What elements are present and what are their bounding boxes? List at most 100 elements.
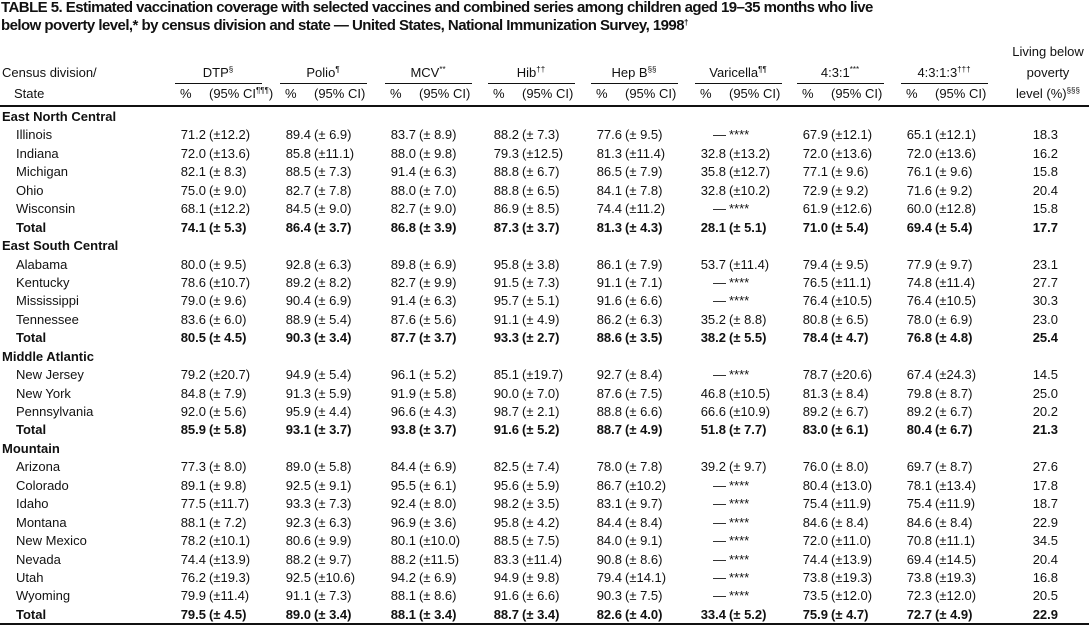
percent-cell: 69.7 bbox=[906, 459, 932, 475]
total-label: Total bbox=[16, 330, 47, 346]
ci-cell: (± 7.3) bbox=[522, 127, 560, 143]
percent-cell: 90.8 bbox=[596, 551, 622, 567]
ci-cell: **** bbox=[729, 533, 750, 549]
percent-cell: 79.2 bbox=[180, 367, 206, 383]
percent-cell: 92.0 bbox=[180, 404, 206, 420]
percent-cell: 91.1 bbox=[596, 274, 622, 290]
percent-cell: 66.6 bbox=[700, 404, 726, 420]
percent-cell: 91.9 bbox=[390, 385, 416, 401]
ci-cell: (± 9.7) bbox=[935, 256, 973, 272]
percent-cell: 67.4 bbox=[906, 367, 932, 383]
percent-cell: 80.6 bbox=[285, 533, 311, 549]
percent-cell: 83.3 bbox=[493, 551, 519, 567]
poverty-cell: 18.3 bbox=[1032, 127, 1058, 143]
ci-cell: (± 4.5) bbox=[209, 606, 247, 622]
percent-cell: 76.1 bbox=[906, 164, 932, 180]
percent-cell: 86.7 bbox=[596, 477, 622, 493]
ci-cell: **** bbox=[729, 367, 750, 383]
percent-cell: — bbox=[713, 496, 726, 512]
percent-cell: 89.8 bbox=[390, 256, 416, 272]
ci-cell: (± 4.9) bbox=[522, 311, 560, 327]
poverty-cell: 20.4 bbox=[1032, 182, 1058, 198]
ci-cell: **** bbox=[729, 570, 750, 585]
ci-cell: (±11.4) bbox=[625, 145, 666, 161]
group-underline bbox=[488, 83, 575, 84]
ci-label: (95% CI bbox=[209, 86, 256, 101]
ci-cell: (± 9.0) bbox=[314, 201, 352, 217]
ci-cell: (± 9.7) bbox=[729, 459, 767, 475]
group-underline bbox=[591, 83, 678, 84]
group-underline bbox=[695, 83, 782, 84]
poverty-cell: 15.8 bbox=[1032, 164, 1058, 180]
ci-cell: (± 3.4) bbox=[314, 606, 352, 622]
percent-cell: 75.4 bbox=[906, 496, 932, 512]
column-header: Polio¶ bbox=[223, 65, 423, 81]
ci-cell: (± 7.3) bbox=[314, 496, 352, 512]
poverty-cell: 20.2 bbox=[1032, 404, 1058, 420]
ci-cell: (± 4.2) bbox=[522, 514, 560, 530]
percent-cell: — bbox=[713, 274, 726, 290]
ci-cell: **** bbox=[729, 496, 750, 512]
column-label: Hep B bbox=[611, 65, 648, 80]
ci-cell: (± 4.3) bbox=[419, 404, 457, 420]
ci-cell: (± 7.8) bbox=[314, 182, 352, 198]
column-header: DTP§ bbox=[118, 65, 318, 81]
percent-cell: 32.8 bbox=[700, 145, 726, 161]
ci-cell: (±11.4) bbox=[729, 256, 770, 272]
percent-cell: 91.1 bbox=[493, 311, 519, 327]
ci-cell: (±20.6) bbox=[831, 367, 873, 383]
ci-cell: (±12.6) bbox=[831, 201, 873, 217]
poverty-cell: 22.9 bbox=[1032, 514, 1058, 530]
state-name: Ohio bbox=[16, 182, 44, 198]
ci-cell: (± 9.2) bbox=[831, 182, 869, 198]
column-footnote: ¶¶ bbox=[758, 65, 767, 74]
ci-cell: (± 8.0) bbox=[209, 459, 247, 475]
percent-cell: 79.5 bbox=[180, 606, 206, 622]
ci-cell: (± 7.9) bbox=[625, 164, 663, 180]
percent-cell: 90.3 bbox=[596, 588, 622, 604]
ci-cell: (± 4.3) bbox=[625, 219, 663, 235]
poverty-cell: 30.3 bbox=[1032, 293, 1058, 309]
percent-cell: 89.2 bbox=[802, 404, 828, 420]
ci-cell: (±19.3) bbox=[209, 570, 251, 585]
ci-cell: (± 8.0) bbox=[831, 459, 869, 475]
group-underline bbox=[901, 83, 988, 84]
state-name: Nevada bbox=[16, 551, 61, 567]
percent-cell: 88.9 bbox=[285, 311, 311, 327]
ci-cell: **** bbox=[729, 201, 750, 217]
percent-cell: — bbox=[713, 588, 726, 604]
ci-label: ) bbox=[268, 86, 274, 101]
ci-cell: (± 7.3) bbox=[314, 164, 352, 180]
percent-cell: 71.2 bbox=[180, 127, 206, 143]
ci-cell: (± 2.1) bbox=[522, 404, 560, 420]
ci-cell: (±10.5) bbox=[831, 293, 873, 309]
percent-cell: 77.3 bbox=[180, 459, 206, 475]
ci-cell: (±12.7) bbox=[729, 164, 771, 180]
percent-cell: 84.4 bbox=[596, 514, 622, 530]
ci-cell: (± 9.9) bbox=[314, 533, 352, 549]
ci-cell: (± 9.0) bbox=[419, 201, 457, 217]
percent-cell: 79.4 bbox=[596, 570, 622, 585]
poverty-label: level (%) bbox=[1016, 86, 1067, 101]
percent-cell: 84.1 bbox=[596, 182, 622, 198]
poverty-cell: 20.4 bbox=[1032, 551, 1058, 567]
poverty-cell: 27.7 bbox=[1032, 274, 1058, 290]
ci-cell: (±13.6) bbox=[935, 145, 977, 161]
percent-cell: 73.8 bbox=[906, 570, 932, 585]
ci-cell: (±12.1) bbox=[935, 127, 977, 143]
percent-cell: 75.0 bbox=[180, 182, 206, 198]
ci-cell: (±11.1) bbox=[831, 274, 872, 290]
percent-cell: 84.5 bbox=[285, 201, 311, 217]
percent-cell: 89.0 bbox=[285, 606, 311, 622]
ci-cell: (±13.9) bbox=[831, 551, 873, 567]
percent-cell: — bbox=[713, 201, 726, 217]
column-label: DTP bbox=[202, 65, 229, 80]
column-footnote: ††† bbox=[957, 65, 971, 74]
percent-cell: 81.3 bbox=[596, 145, 622, 161]
percent-cell: 88.7 bbox=[493, 606, 519, 622]
percent-cell: 92.8 bbox=[285, 256, 311, 272]
group-underline bbox=[280, 83, 367, 84]
ci-cell: (± 9.7) bbox=[625, 496, 663, 512]
percent-cell: — bbox=[713, 127, 726, 143]
